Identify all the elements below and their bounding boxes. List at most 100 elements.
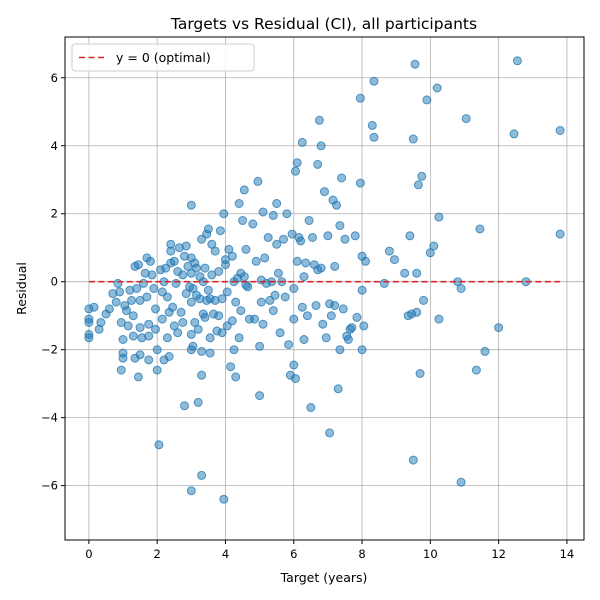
scatter-point	[330, 301, 340, 310]
y-tick-label: 6	[51, 71, 58, 85]
scatter-point	[144, 355, 154, 365]
scatter-point	[171, 278, 181, 288]
plot-frame	[64, 36, 585, 541]
scatter-point	[384, 246, 394, 256]
scatter-point	[128, 331, 138, 341]
scatter-point	[325, 428, 335, 438]
chart-title: Targets vs Residual (CI), all participan…	[170, 15, 477, 33]
scatter-point	[367, 120, 377, 130]
scatter-point	[205, 348, 215, 358]
scatter-point	[128, 311, 138, 321]
x-tick-label: 6	[290, 547, 297, 561]
y-axis-label: Residual	[14, 262, 29, 315]
scatter-point	[304, 216, 314, 225]
scatter-point	[151, 304, 160, 314]
scatter-point	[96, 318, 106, 327]
scatter-point	[292, 256, 302, 266]
y-tick-label: 0	[51, 275, 58, 289]
scatter-point	[357, 345, 367, 355]
scatter-point	[359, 321, 369, 331]
scatter-point	[142, 292, 152, 302]
scatter-point	[308, 233, 317, 242]
scatter-point	[434, 314, 444, 324]
scatter-point	[279, 234, 288, 244]
scatter-point	[215, 226, 225, 236]
scatter-point	[340, 234, 350, 244]
scatter-point	[186, 486, 196, 496]
scatter-point	[147, 270, 157, 280]
scatter-point	[217, 328, 227, 338]
scatter-point	[335, 221, 345, 231]
scatter-point	[405, 231, 415, 241]
scatter-point	[176, 307, 186, 317]
scatter-point	[318, 319, 328, 329]
scatter-point	[118, 335, 128, 344]
scatter-point	[200, 312, 210, 322]
scatter-point	[145, 256, 155, 266]
scatter-point	[273, 268, 283, 278]
scatter-point	[180, 401, 189, 411]
scatter-point	[301, 258, 311, 268]
scatter-point	[229, 345, 239, 355]
scatter-point	[162, 292, 172, 302]
scatter-point	[480, 346, 490, 356]
scatter-point	[332, 200, 341, 210]
scatter-point	[361, 256, 370, 266]
x-tick-label: 10	[423, 547, 438, 561]
scatter-point	[139, 278, 148, 288]
y-tick-label: 4	[51, 139, 58, 153]
scatter-point	[84, 333, 94, 343]
scatter-point	[410, 59, 420, 69]
scatter-point	[555, 126, 565, 135]
scatter-point	[234, 199, 244, 208]
scatter-point	[137, 333, 147, 343]
scatter-point	[214, 311, 224, 321]
scatter-point	[323, 231, 333, 241]
scatter-point	[333, 384, 343, 394]
grid	[65, 37, 584, 540]
y-tick-label: −6	[41, 479, 58, 493]
scatter-point	[289, 284, 299, 293]
scatter-point	[471, 365, 481, 375]
scatter-point	[306, 403, 316, 412]
scatter-point	[186, 297, 196, 307]
scatter-point	[173, 328, 183, 338]
scatter-point	[343, 335, 353, 344]
scatter-point	[255, 341, 265, 351]
scatter-point	[289, 360, 299, 370]
scatter-point	[197, 370, 207, 380]
scatter-point	[313, 159, 323, 169]
scatter-point	[337, 173, 347, 183]
scatter-point	[217, 294, 227, 304]
scatter-point	[250, 314, 259, 324]
scatter-point	[555, 229, 565, 239]
scatter-point	[116, 365, 126, 375]
scatter-point	[255, 391, 265, 401]
scatter-point	[241, 244, 251, 254]
scatter-point	[347, 323, 357, 333]
scatter-point	[149, 284, 159, 293]
scatter-point	[432, 83, 442, 93]
scatter-point	[127, 295, 137, 305]
scatter-point	[292, 158, 302, 168]
scatter-point	[314, 115, 324, 125]
scatter-point	[256, 297, 266, 307]
scatter-point	[192, 263, 201, 273]
scatter-point	[352, 312, 362, 322]
scatter-point	[221, 260, 230, 270]
scatter-point	[297, 137, 307, 147]
scatter-point	[316, 263, 326, 273]
scatter-point	[461, 114, 471, 124]
scatter-point	[311, 301, 321, 310]
scatter-point	[115, 287, 125, 297]
scatter-point	[413, 180, 423, 190]
legend-label: y = 0 (optimal)	[116, 50, 211, 65]
x-tick-label: 12	[491, 547, 506, 561]
scatter-point	[197, 346, 207, 356]
scatter-point	[512, 56, 522, 66]
scatter-point	[369, 76, 379, 86]
scatter-point	[272, 239, 282, 249]
scatter-point	[299, 335, 309, 344]
scatter-point	[166, 239, 176, 249]
scatter-point	[268, 306, 278, 316]
